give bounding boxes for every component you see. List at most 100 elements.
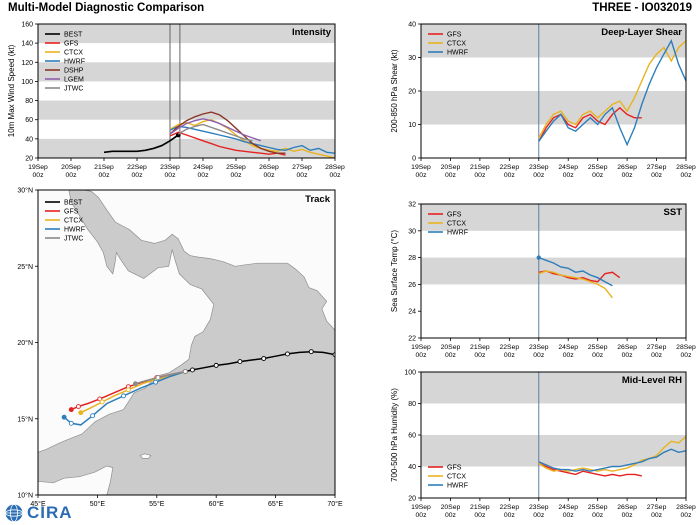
plot-band [421,24,686,58]
x-tick-label: 22Sep [500,344,520,351]
legend-label: GFS [447,212,462,219]
plot-band [421,91,686,125]
x-tick-label: 19Sep [28,164,48,171]
cira-logo: CIRA [4,503,73,523]
sst-panel: 22242628303219Sep00z20Sep00z21Sep00z22Se… [390,202,696,360]
x-tick-label: 00z [297,172,309,179]
x-tick-label: 26Sep [617,504,637,511]
series-hwrf [538,256,613,287]
lon-tick-label: 60°E [209,500,225,508]
track-point [99,399,105,405]
x-tick-label: 00z [592,172,604,179]
y-tick-label: 80 [25,98,33,105]
x-tick-label: 24Sep [558,504,578,511]
x-tick-label: 24Sep [558,164,578,171]
track-point [285,351,290,357]
y-tick-label: 10 [408,122,416,129]
x-tick-label: 22Sep [500,504,520,511]
x-tick-label: 00z [563,352,575,359]
x-tick-label: 00z [681,352,693,359]
x-tick-label: 21Sep [470,164,490,171]
track-point [237,359,243,365]
x-tick-label: 21Sep [470,344,490,351]
x-tick-label: 25Sep [588,344,608,351]
plot-frame [37,23,336,159]
x-tick-label: 28Sep [325,164,345,171]
cira-logo-text: CIRA [27,503,73,522]
x-tick-label: 24Sep [558,344,578,351]
storm-id: THREE - IO032019 [592,2,692,14]
x-tick-label: 27Sep [647,504,667,511]
series-best [103,134,179,154]
legend-label: CTCX [64,218,83,225]
series-ctcx [169,118,335,158]
plot-frame [420,203,687,339]
legend-label: CTCX [447,221,466,228]
track-point [75,404,81,409]
plot-band [38,100,335,120]
legend-label: CTCX [64,50,83,57]
plot-band [421,204,686,231]
y-tick-label: 24 [408,309,416,316]
y-tick-label: 120 [21,60,33,67]
intensity-panel: 2040608010012014016019Sep00z20Sep00z21Se… [7,22,345,180]
y-tick-label: 20 [408,89,416,96]
lat-tick-label: 10°N [17,492,33,500]
x-tick-label: 00z [416,352,428,359]
x-tick-label: 26Sep [617,344,637,351]
series-lgem [169,118,262,142]
y-tick-label: 30 [408,55,416,62]
panel-title: SST [664,207,683,218]
legend-label: CTCX [447,41,466,48]
y-tick-label: 60 [25,117,33,124]
x-tick-label: 27Sep [292,164,312,171]
y-tick-label: 40 [408,22,416,29]
legend-label: HWRF [447,483,468,490]
y-axis-label: 700-500 hPa Humidity (%) [390,388,399,482]
x-tick-label: 21Sep [470,504,490,511]
x-tick-label: 00z [474,352,486,359]
track-point [68,407,74,413]
x-tick-label: 00z [504,512,516,519]
series-dshp [169,111,286,154]
x-tick-label: 25Sep [588,164,608,171]
lat-tick-label: 15°N [17,415,33,423]
landmass-iran_india [84,190,335,331]
legend-label: GFS [447,465,462,472]
x-tick-label: 00z [99,172,111,179]
x-tick-label: 19Sep [411,164,431,171]
x-tick-label: 20Sep [61,164,81,171]
x-tick-label: 27Sep [647,164,667,171]
track-point [78,410,84,416]
x-tick-label: 23Sep [529,344,549,351]
x-tick-label: 00z [681,172,693,179]
lon-tick-label: 65°E [268,500,284,508]
x-tick-label: 00z [474,512,486,519]
page-title: Multi-Model Diagnostic Comparison [8,2,205,14]
legend-label: HWRF [64,227,85,234]
legend-label: HWRF [64,59,85,66]
x-tick-label: 27Sep [647,344,667,351]
legend-label: HWRF [447,50,468,57]
y-tick-label: 30 [408,228,416,235]
x-tick-label: 00z [651,172,663,179]
header: Multi-Model Diagnostic Comparison THREE … [0,2,700,14]
x-tick-label: 00z [504,172,516,179]
landmass-socotra [139,453,152,459]
x-tick-label: 00z [264,172,276,179]
landmass-africa [38,465,114,495]
legend-label: CTCX [447,474,466,481]
x-tick-label: 19Sep [411,344,431,351]
legend-label: BEST [64,32,83,39]
x-tick-label: 23Sep [529,504,549,511]
y-axis-label: 10m Max Wind Speed (kt) [7,44,16,137]
y-tick-label: 60 [408,433,416,440]
series-hwrf [538,448,686,472]
lon-tick-label: 55°E [149,500,165,508]
x-tick-label: 00z [132,172,144,179]
series-jtwc [177,123,253,142]
plot-band [38,24,335,44]
track-point [132,381,138,387]
x-tick-label: 00z [622,172,634,179]
x-tick-label: 21Sep [94,164,114,171]
